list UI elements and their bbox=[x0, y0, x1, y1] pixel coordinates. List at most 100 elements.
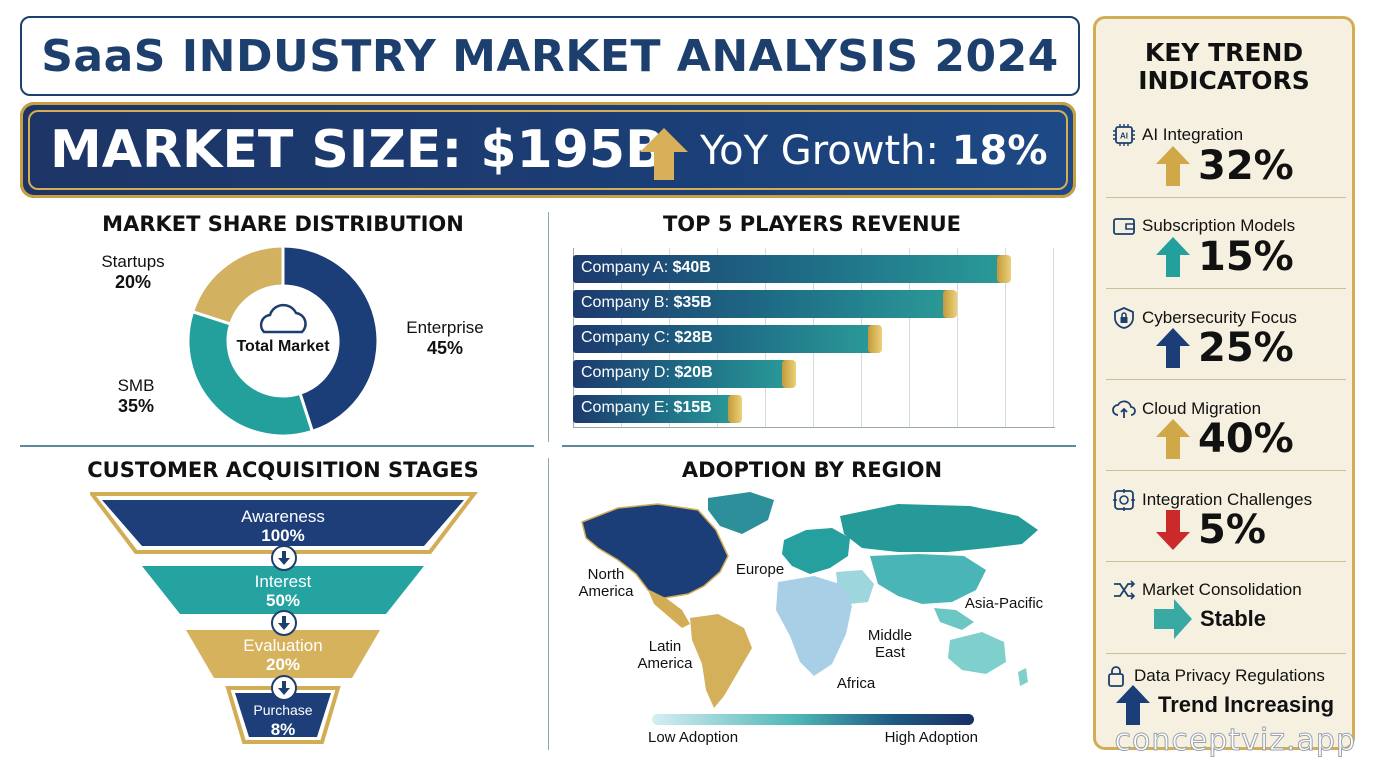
up-arrow-icon bbox=[640, 128, 688, 180]
region-north-america bbox=[581, 503, 729, 599]
funnel-stage-purchase: Purchase 8% bbox=[253, 702, 313, 739]
title-box: SaaS INDUSTRY MARKET ANALYSIS 2024 bbox=[20, 16, 1080, 96]
legend-high-label: High Adoption bbox=[884, 729, 978, 746]
trend-indicator-integration-challenges: Integration Challenges bbox=[1112, 488, 1344, 512]
trend-value-row: 5% bbox=[1156, 507, 1266, 553]
page-title: SaaS INDUSTRY MARKET ANALYSIS 2024 bbox=[41, 30, 1059, 82]
trend-value: 25% bbox=[1198, 325, 1294, 371]
shield-lock-icon bbox=[1114, 307, 1134, 329]
trend-indicator-cloud-migration: Cloud Migration bbox=[1112, 397, 1344, 421]
region-latin-america bbox=[690, 614, 752, 708]
region-asia bbox=[870, 554, 986, 604]
acquisition-title: CUSTOMER ACQUISITION STAGES bbox=[87, 458, 479, 482]
region-label-africa: Africa bbox=[836, 675, 876, 692]
acquisition-funnel bbox=[90, 492, 479, 744]
market-size-text: MARKET SIZE: $195B bbox=[50, 120, 665, 180]
region-africa bbox=[776, 576, 852, 676]
market-share-title: MARKET SHARE DISTRIBUTION bbox=[102, 212, 464, 236]
trend-label: Market Consolidation bbox=[1142, 580, 1302, 599]
trend-value-row: 32% bbox=[1156, 143, 1294, 189]
bar-label: Company B: $35B bbox=[581, 294, 712, 311]
region-label-north-america: North America bbox=[578, 566, 634, 600]
segment-label-startups: Startups 20% bbox=[101, 252, 165, 292]
region-label-latin-america: Latin America bbox=[637, 638, 693, 672]
bar-company-c: Company C: $28B bbox=[573, 325, 882, 353]
legend-low-label: Low Adoption bbox=[648, 729, 739, 746]
trend-value: 32% bbox=[1198, 143, 1294, 189]
trend-value-row: 25% bbox=[1156, 325, 1294, 371]
funnel-stage-interest: Interest 50% bbox=[254, 572, 312, 610]
svg-text:AI: AI bbox=[1120, 132, 1128, 141]
funnel-stage-evaluation: Evaluation 20% bbox=[243, 636, 323, 674]
ai-chip-icon: AI bbox=[1113, 124, 1135, 146]
bar-label: Company A: $40B bbox=[581, 259, 711, 276]
wallet-icon bbox=[1113, 218, 1135, 235]
trend-value: Trend Increasing bbox=[1158, 692, 1335, 717]
adoption-legend-gradient bbox=[652, 714, 974, 725]
watermark: conceptviz.app bbox=[1114, 723, 1356, 759]
trend-indicator-cybersecurity-focus: Cybersecurity Focus bbox=[1112, 306, 1344, 330]
trend-label: Cybersecurity Focus bbox=[1142, 308, 1297, 327]
segment-label-enterprise: Enterprise 45% bbox=[406, 318, 484, 358]
cloud-upload-icon bbox=[1112, 400, 1136, 418]
right-arrow-icon bbox=[1154, 599, 1192, 639]
up-arrow-icon bbox=[1156, 419, 1190, 459]
trend-value-row: 40% bbox=[1156, 416, 1294, 462]
integration-icon bbox=[1113, 489, 1135, 511]
trend-value: 5% bbox=[1198, 507, 1266, 553]
region-central-america bbox=[648, 590, 690, 628]
key-trends-panel: KEY TREND INDICATORS AI AI Integration 32%… bbox=[1093, 16, 1355, 750]
region-north-asia bbox=[840, 504, 1038, 552]
down-arrow-icon bbox=[271, 545, 297, 571]
trend-indicator-subscription-models: Subscription Models bbox=[1112, 214, 1344, 238]
trend-label: AI Integration bbox=[1142, 125, 1244, 144]
trend-label: Integration Challenges bbox=[1142, 490, 1313, 509]
down-arrow-icon bbox=[271, 675, 297, 701]
region-greenland bbox=[708, 492, 774, 534]
trend-label: Cloud Migration bbox=[1142, 399, 1262, 418]
bar-label: Company D: $20B bbox=[581, 364, 713, 381]
top-players-title: TOP 5 PLAYERS REVENUE bbox=[662, 212, 962, 236]
down-arrow-icon bbox=[1156, 510, 1190, 550]
funnel-stage-awareness: Awareness 100% bbox=[241, 507, 325, 545]
up-arrow-icon bbox=[1156, 146, 1190, 186]
region-europe bbox=[782, 528, 850, 574]
trend-value: 15% bbox=[1198, 234, 1294, 280]
trend-value: Stable bbox=[1200, 606, 1267, 631]
trend-label: Data Privacy Regulations bbox=[1134, 666, 1325, 685]
market-size-banner: MARKET SIZE: $195B YoY Growth: 18% bbox=[20, 102, 1076, 198]
trend-indicator-ai-integration: AI AI Integration bbox=[1112, 123, 1344, 147]
trend-value: 40% bbox=[1198, 416, 1294, 462]
up-arrow-icon bbox=[1156, 237, 1190, 277]
trend-indicator-data-privacy-regulations: Data Privacy Regulations bbox=[1104, 664, 1336, 688]
cloud-icon bbox=[259, 303, 307, 334]
down-arrow-icon bbox=[271, 610, 297, 636]
key-trends-title: KEY TREND INDICATORS bbox=[1138, 38, 1310, 95]
bar-label: Company C: $28B bbox=[581, 329, 713, 346]
padlock-icon bbox=[1108, 666, 1124, 687]
bar-company-e: Company E: $15B bbox=[573, 395, 742, 423]
world-map bbox=[581, 492, 1038, 708]
trend-indicator-market-consolidation: Market Consolidation bbox=[1112, 578, 1344, 602]
region-label-europe: Europe bbox=[735, 561, 785, 578]
donut-center-label: Total Market bbox=[236, 338, 330, 355]
yoy-growth: YoY Growth: 18% bbox=[700, 128, 1048, 174]
region-australia bbox=[948, 632, 1006, 674]
region-label-asia-pacific: Asia-Pacific bbox=[964, 595, 1044, 612]
up-arrow-icon bbox=[1116, 685, 1150, 725]
up-arrow-icon bbox=[1156, 328, 1190, 368]
market-share-donut bbox=[186, 244, 380, 438]
region-southeast-asia bbox=[934, 608, 974, 630]
merge-arrows-icon bbox=[1114, 580, 1136, 600]
bar-company-b: Company B: $35B bbox=[573, 290, 957, 318]
trend-value-row: Trend Increasing bbox=[1116, 685, 1334, 725]
trend-label: Subscription Models bbox=[1142, 216, 1296, 235]
trend-value-row: Stable bbox=[1154, 599, 1266, 639]
bar-company-d: Company D: $20B bbox=[573, 360, 796, 388]
bar-company-a: Company A: $40B bbox=[573, 255, 1011, 283]
segment-label-smb: SMB 35% bbox=[117, 376, 155, 416]
bar-label: Company E: $15B bbox=[581, 399, 712, 416]
trend-value-row: 15% bbox=[1156, 234, 1294, 280]
region-label-middle-east: Middle East bbox=[867, 627, 913, 661]
adoption-title: ADOPTION BY REGION bbox=[681, 458, 943, 482]
